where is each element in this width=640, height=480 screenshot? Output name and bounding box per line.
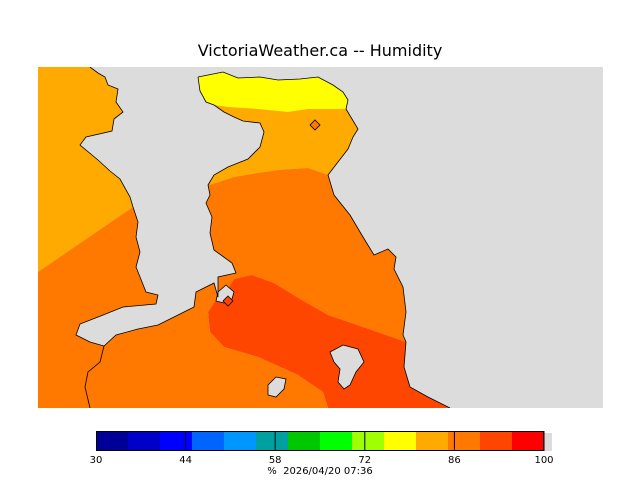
colorbar-segment [96,431,129,451]
colorbar-segment [384,431,417,451]
island-outline [267,376,287,398]
colorbar-segment [160,431,193,451]
unit-label: % [267,466,277,477]
map-title: VictoriaWeather.ca -- Humidity [197,41,443,60]
east-coastline [197,71,451,408]
humidity-zone-central-93-100 [208,275,450,408]
colorbar-tick-label: 100 [534,455,554,466]
island-outline [329,344,365,390]
west-coastline [75,67,159,408]
colorbar-segment [224,431,257,451]
colorbar-tick-label: 30 [89,455,103,466]
colorbar-segment [320,431,353,451]
colorbar-tick-label: 44 [179,455,192,466]
colorbar-segment [288,431,321,451]
colorbar-segment [192,431,225,451]
colorbar-segment [416,431,449,451]
inner-coastline [103,76,265,347]
colorbar-caption: % 2026/04/20 07:36 [0,466,640,477]
colorbar-tick-label: 86 [448,455,461,466]
humidity-colorbar [96,431,552,451]
timestamp-label: 2026/04/20 07:36 [283,466,373,477]
colorbar-segment [256,431,289,451]
colorbar-shadow [544,433,552,451]
colorbar-tick-label: 58 [268,455,282,466]
colorbar-segment [480,431,513,451]
humidity-zone-north-76-80 [198,72,348,112]
colorbar-segment [128,431,161,451]
humidity-zone-west-86-93 [38,207,158,408]
inlet-marker [309,119,321,131]
humidity-zone-south-86-93 [85,283,328,408]
colorbar-segment [352,431,385,451]
colorbar-segment [448,431,481,451]
colorbar-tick-label: 72 [358,455,372,466]
colorbar-segment [512,431,545,451]
harbor-marker [222,295,234,307]
humidity-zone-east-86-93 [206,168,406,342]
humidity-map [38,67,603,408]
humidity-zone-west-80-86 [38,67,133,272]
